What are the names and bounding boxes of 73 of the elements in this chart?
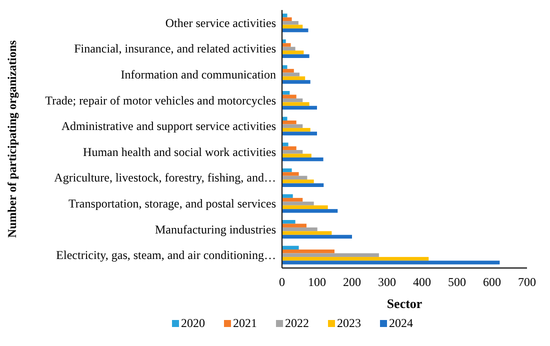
- bar: [282, 116, 288, 121]
- x-tick-label: 600: [483, 275, 501, 289]
- bar: [282, 176, 308, 180]
- legend-label: 2022: [285, 316, 309, 330]
- bar: [282, 146, 296, 150]
- bar: [282, 76, 306, 80]
- y-tick-label: Transportation, storage, and postal services: [68, 196, 276, 210]
- bar: [282, 124, 303, 128]
- y-tick-label: Human health and social work activities: [83, 144, 276, 159]
- bar: [282, 54, 310, 58]
- x-axis-title: Sector: [386, 296, 422, 311]
- bar: [282, 65, 288, 69]
- bar: [282, 120, 296, 124]
- y-tick-label: Electricity, gas, steam, and air conditioning…: [56, 248, 276, 262]
- bar: [282, 28, 308, 32]
- bar: [282, 128, 310, 132]
- x-tick-label: 200: [343, 275, 361, 289]
- bar: [282, 180, 314, 184]
- bar: [282, 234, 352, 239]
- bar: [282, 132, 317, 136]
- y-tick-label: Other service activities: [165, 16, 276, 30]
- y-tick-label: Manufacturing industries: [155, 222, 276, 236]
- bar: [282, 72, 300, 76]
- bar: [282, 14, 288, 18]
- bar: [282, 205, 328, 210]
- bar: [282, 150, 303, 154]
- bar: [282, 253, 379, 257]
- bar: [282, 256, 429, 261]
- y-tick-label: Administrative and support service activities: [61, 119, 276, 134]
- bar: [282, 102, 310, 106]
- bar: [282, 183, 324, 187]
- legend-label: 2020: [181, 316, 205, 330]
- bar: [282, 250, 334, 254]
- x-tick-label: 400: [413, 275, 431, 289]
- bar: [282, 202, 314, 206]
- bar: [282, 231, 332, 235]
- x-tick-label: 300: [378, 275, 396, 289]
- legend-label: 2023: [337, 316, 361, 330]
- bar: [282, 50, 304, 54]
- bar: [282, 17, 292, 22]
- x-tick-label: 100: [308, 275, 326, 289]
- bar: [282, 68, 294, 73]
- y-tick-label: Agriculture, livestock, forestry, fishing, and…: [54, 170, 276, 185]
- bar: [282, 224, 306, 228]
- bar: [282, 198, 303, 202]
- bar: [282, 94, 296, 98]
- y-tick-label: Information and communication: [120, 68, 276, 82]
- bar: [282, 106, 317, 110]
- bar: [282, 209, 338, 213]
- x-tick-label: 500: [448, 275, 466, 289]
- bar: [282, 80, 310, 84]
- bar: [282, 168, 292, 172]
- bar: [282, 227, 318, 232]
- bar: [282, 43, 291, 47]
- bar: [282, 21, 298, 25]
- bar: [282, 194, 293, 198]
- legend-label: 2021: [233, 316, 257, 330]
- bar: [282, 24, 303, 28]
- legend-label: 2024: [389, 316, 413, 330]
- bar: [282, 260, 500, 264]
- bar: [282, 154, 312, 158]
- y-tick-label: Financial, insurance, and related activities: [74, 42, 276, 56]
- y-axis-title: Number of participating organizations: [5, 40, 19, 238]
- y-tick-label: Trade; repair of motor vehicles and motorcycles: [45, 93, 276, 108]
- bar: [282, 46, 296, 51]
- x-tick-label: 0: [279, 275, 285, 289]
- x-tick-label: 700: [518, 275, 536, 289]
- bar: [282, 172, 299, 176]
- bar: [282, 157, 324, 162]
- bar: [282, 220, 296, 224]
- bar: [282, 246, 299, 250]
- bar: [282, 98, 303, 102]
- bar: [282, 142, 288, 146]
